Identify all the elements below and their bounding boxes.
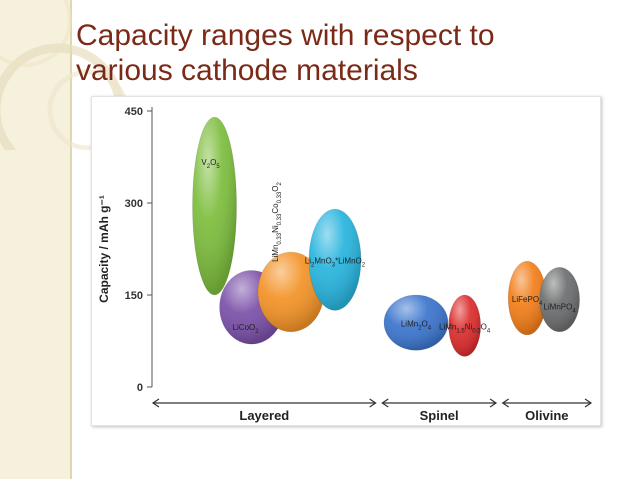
- group-label-layered: Layered: [239, 408, 289, 423]
- data-ellipse-gloss: [539, 267, 580, 332]
- data-ellipse-gloss: [308, 209, 361, 311]
- slide-title-line-1: Capacity ranges with respect to: [76, 19, 495, 52]
- data-label: LiMn0.33Ni0.33Co0.33O2: [271, 181, 283, 261]
- data-ellipse-gloss: [508, 261, 547, 335]
- group-bracket-arrow-left: [381, 398, 389, 408]
- group-bracket-arrow-right: [369, 398, 377, 408]
- slide-title-line-2: various cathode materials: [76, 54, 418, 87]
- data-ellipse-gloss: [257, 252, 324, 332]
- group-label-spinel: Spinel: [420, 408, 459, 423]
- data-ellipse-gloss: [192, 117, 237, 295]
- y-tick-label: 0: [137, 382, 143, 394]
- group-bracket-arrow-right: [584, 398, 593, 408]
- data-label: LiMn2O4: [401, 320, 432, 332]
- data-label: V2O5: [201, 158, 220, 170]
- data-label: Li2MnO3*LiMnO2: [305, 257, 366, 269]
- slide-title: Capacity ranges with respect to various …: [76, 18, 616, 88]
- group-bracket-arrow-right: [489, 398, 498, 408]
- y-tick-label: 300: [125, 198, 143, 210]
- data-label: LiFePO4: [512, 295, 543, 307]
- capacity-chart: 0 150 300 450 Capacity / mAh g⁻¹ V2O5 LiCoO2 L…: [97, 106, 593, 423]
- y-tick-label: 450: [125, 106, 143, 118]
- group-bracket-arrow-left: [501, 398, 510, 408]
- y-axis-label: Capacity / mAh g⁻¹: [97, 195, 111, 303]
- chart-frame: 0 150 300 450 Capacity / mAh g⁻¹ V2O5 LiCoO2 L…: [91, 96, 601, 426]
- data-ellipse-gloss: [448, 295, 481, 357]
- group-label-olivine: Olivine: [525, 408, 568, 423]
- slide-side-panel: [0, 0, 70, 479]
- data-ellipse-gloss: [384, 295, 448, 351]
- data-label: LiMnPO4: [543, 303, 576, 315]
- group-bracket-arrow-left: [151, 398, 160, 408]
- y-tick-label: 150: [125, 290, 143, 302]
- data-label: LiCoO2: [233, 323, 260, 335]
- slide-side-divider: [70, 0, 72, 479]
